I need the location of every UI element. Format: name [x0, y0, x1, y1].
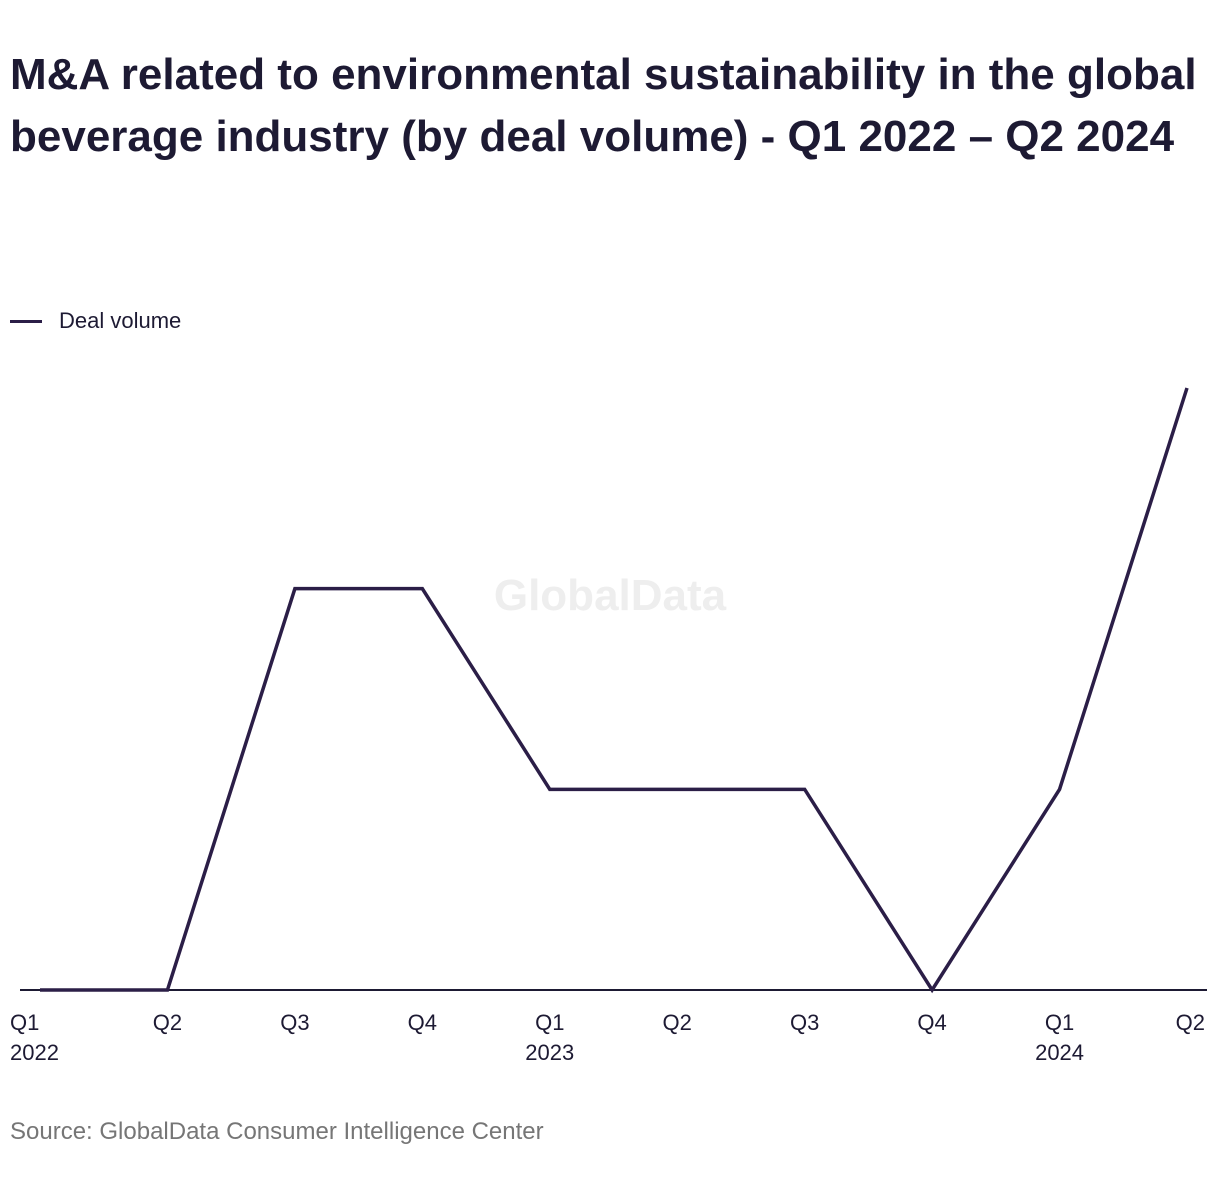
x-tick-year-label: 2024: [1035, 1040, 1084, 1065]
x-tick-year-label: 2022: [10, 1040, 59, 1065]
data-point: [420, 587, 424, 591]
data-point: [803, 787, 807, 791]
data-points: [38, 386, 1189, 992]
chart-title: M&A related to environmental sustainabil…: [10, 50, 1197, 161]
line-chart: GlobalData Q1 2022 Q2 Q3 Q4 Q1 2023 Q2 Q3 Q4 Q1 202…: [10, 386, 1207, 1065]
x-tick-label: Q2: [153, 1010, 182, 1035]
source-note: Source: GlobalData Consumer Intelligence…: [10, 1118, 544, 1145]
data-point: [675, 787, 679, 791]
deal-volume-line: [40, 387, 1189, 994]
x-tick-year-label: 2023: [525, 1040, 574, 1065]
x-tick-label: Q3: [280, 1010, 309, 1035]
x-tick-label: Q1: [535, 1010, 564, 1035]
x-tick-label: Q2: [663, 1010, 692, 1035]
x-tick-label: Q1: [1045, 1010, 1074, 1035]
data-point: [1185, 386, 1189, 390]
legend: Deal volume: [10, 306, 181, 336]
x-tick-label: Q1: [10, 1010, 39, 1035]
data-point: [930, 988, 934, 992]
x-tick-label: Q3: [790, 1010, 819, 1035]
legend-line-swatch: [10, 319, 42, 323]
data-point: [1058, 787, 1062, 791]
watermark: GlobalData: [494, 571, 727, 620]
data-point: [548, 787, 552, 791]
data-point: [293, 587, 297, 591]
x-tick-label: Q4: [408, 1010, 437, 1035]
data-point: [38, 988, 42, 992]
data-point: [165, 988, 169, 992]
legend-label: Deal volume: [59, 308, 182, 333]
series-deal-volume: [40, 387, 1189, 994]
x-tick-labels: Q1 2022 Q2 Q3 Q4 Q1 2023 Q2 Q3 Q4 Q1 2024 Q2: [10, 1010, 1205, 1065]
x-tick-label: Q4: [917, 1010, 946, 1035]
x-tick-label: Q2: [1176, 1010, 1205, 1035]
